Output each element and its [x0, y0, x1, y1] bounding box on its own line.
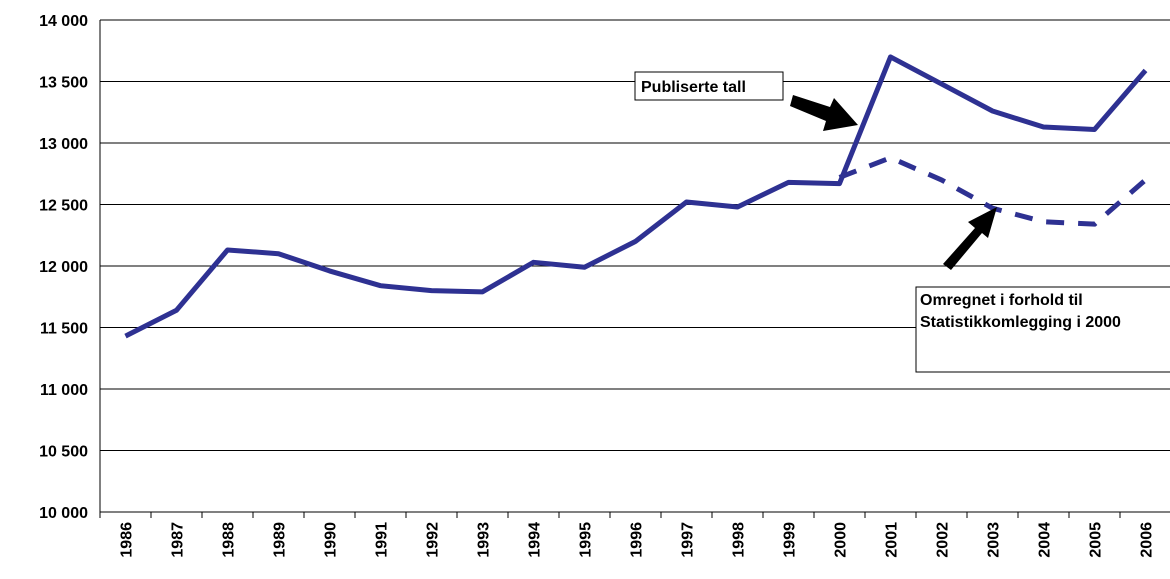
annotation-box: [634, 71, 784, 101]
x-tick-label: 1990: [323, 522, 340, 558]
arrow: [790, 95, 858, 131]
x-tick-label: 1991: [374, 522, 391, 558]
x-tick-label: 2005: [1088, 522, 1105, 558]
y-tick-label: 10 500: [39, 444, 88, 461]
x-tick-label: 1988: [221, 522, 238, 558]
x-tick-label: 1998: [731, 522, 748, 558]
x-tick-label: 2003: [986, 522, 1003, 558]
line-series: [124, 54, 1148, 339]
y-tick-label: 12 000: [39, 259, 88, 276]
x-tick-label: 2006: [1139, 522, 1156, 558]
x-tick-label: 1993: [476, 522, 493, 558]
x-tick-label: 1992: [425, 522, 442, 558]
x-tick-label: 1986: [119, 522, 136, 558]
y-tick-label: 14 000: [39, 13, 88, 30]
annotation-wrap: Omregnet i forhold til Statistikkomleggi…: [920, 292, 1121, 331]
x-tick-label: 2002: [935, 522, 952, 558]
x-tick-label: 1995: [578, 522, 595, 558]
line-series: [838, 155, 1148, 227]
x-tick-label: 1996: [629, 522, 646, 558]
y-tick-label: 13 500: [39, 75, 88, 92]
y-tick-label: 13 000: [39, 136, 88, 153]
x-tick-label: 1999: [782, 522, 799, 558]
x-tick-label: 1989: [272, 522, 289, 558]
x-tick-label: 2004: [1037, 522, 1054, 558]
arrow: [943, 207, 997, 270]
y-tick-label: 12 500: [39, 198, 88, 215]
x-tick-label: 1997: [680, 522, 697, 558]
y-tick-label: 11 000: [40, 382, 88, 399]
y-tick-label: 10 000: [39, 505, 88, 522]
annotation: Publiserte tall: [641, 79, 746, 96]
x-tick-label: 1994: [527, 522, 544, 558]
y-tick-label: 11 500: [40, 321, 88, 338]
x-tick-label: 2000: [833, 522, 850, 558]
annotation-box: [915, 286, 1170, 373]
x-tick-label: 1987: [170, 522, 187, 558]
x-tick-label: 2001: [884, 522, 901, 558]
annotation: Omregnet i forhold til Statistikkomleggi…: [920, 292, 1121, 331]
